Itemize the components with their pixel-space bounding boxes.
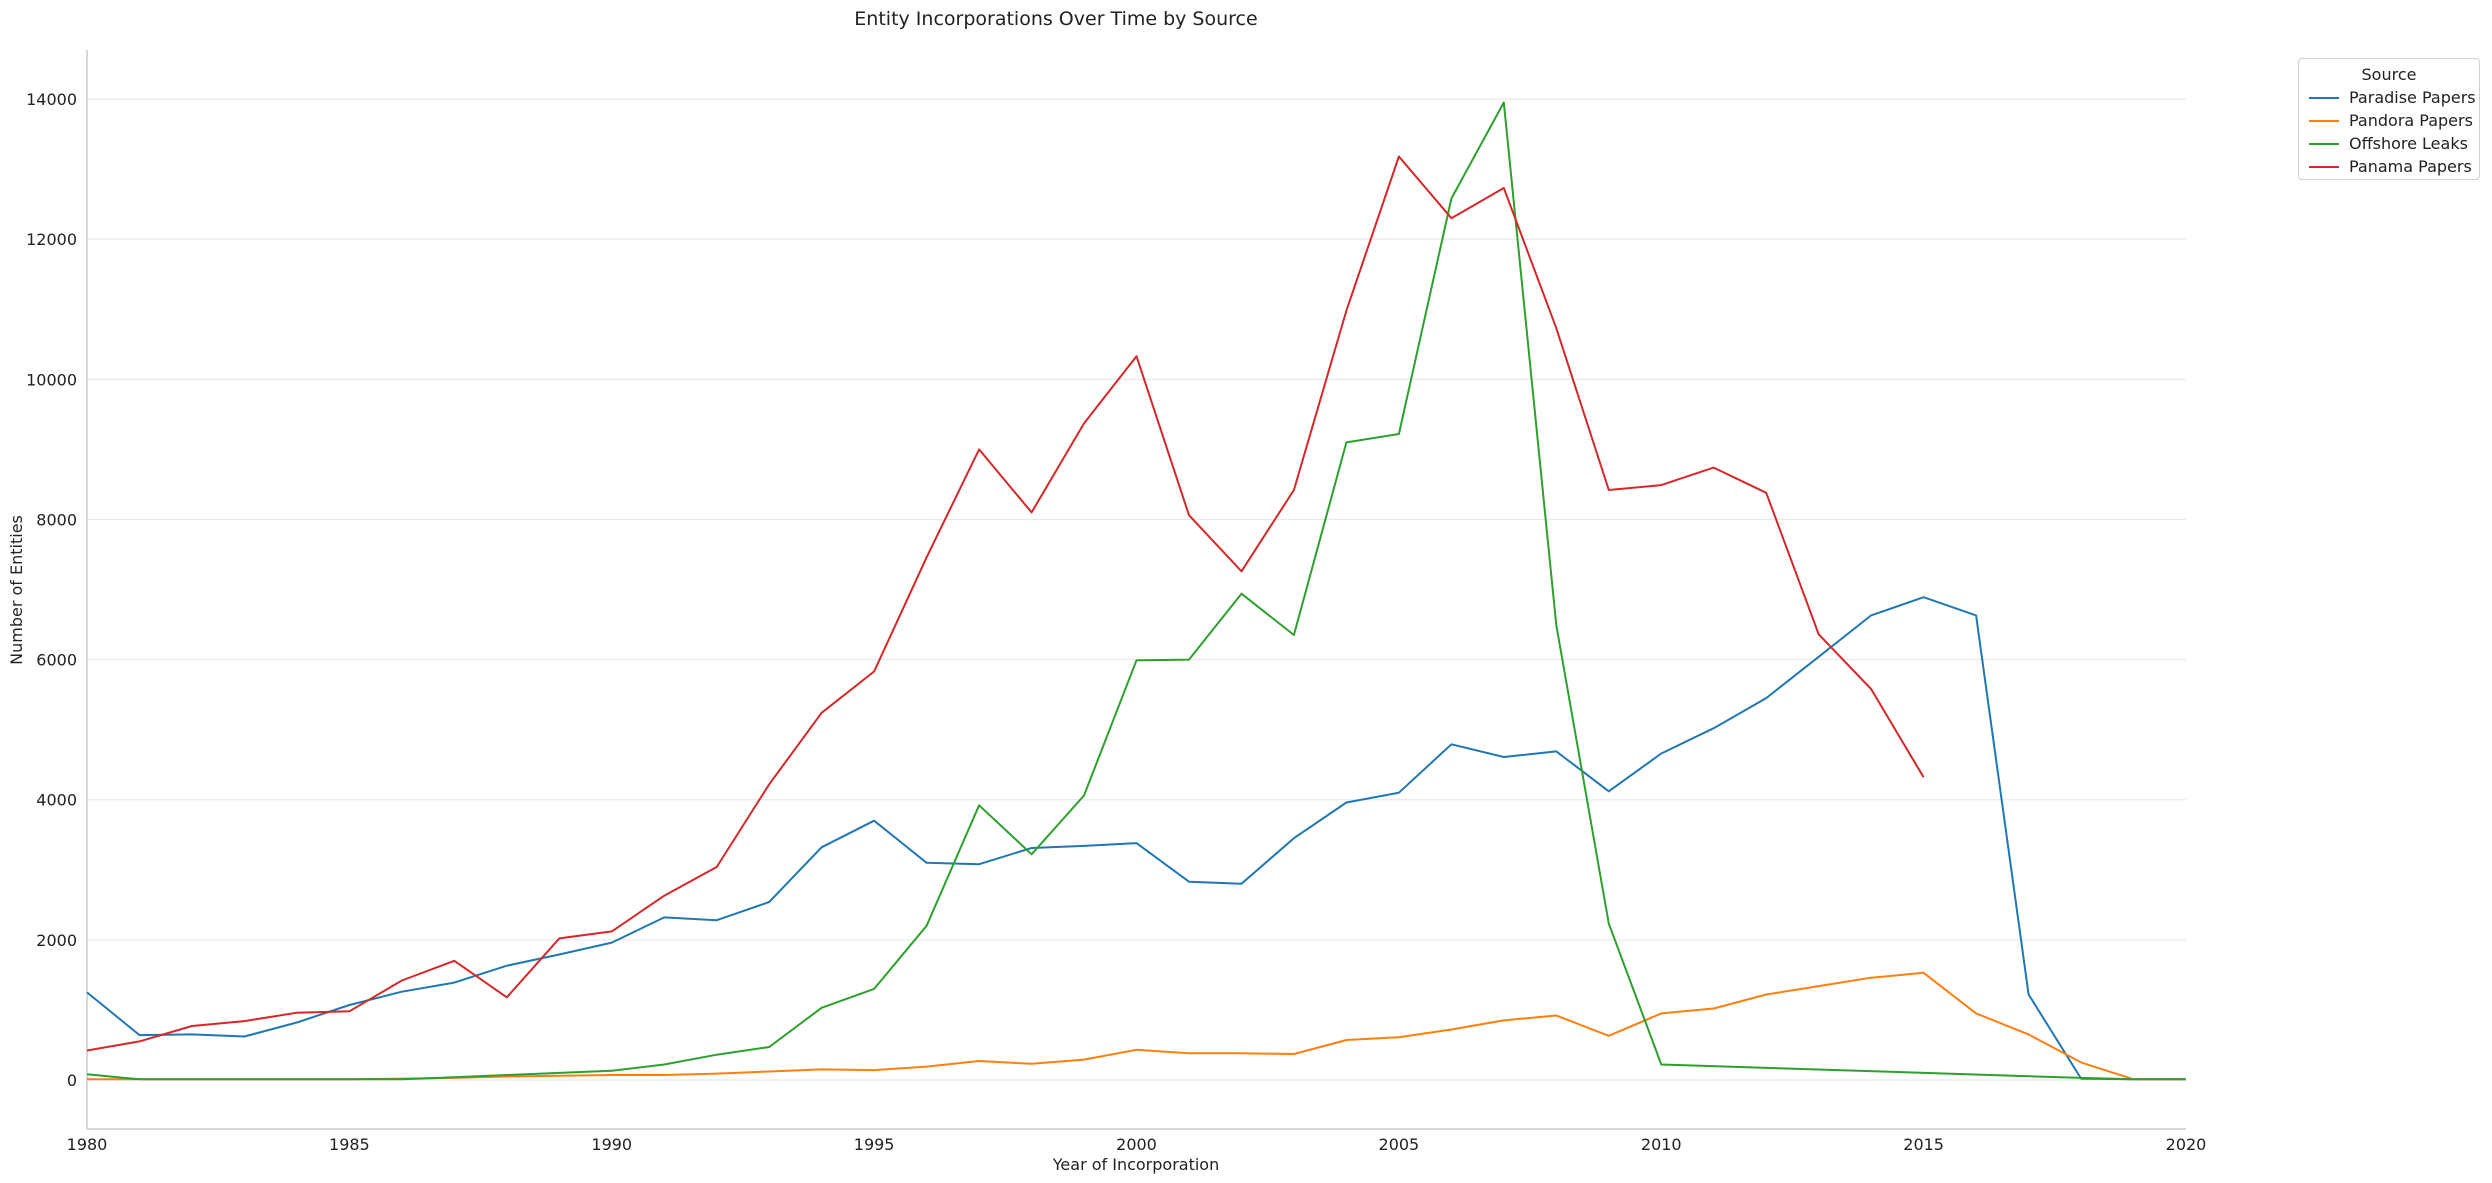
x-tick-label: 1985 <box>329 1135 370 1154</box>
x-tick-label: 1990 <box>591 1135 632 1154</box>
x-tick-label: 2015 <box>1903 1135 1944 1154</box>
x-tick-label: 1995 <box>854 1135 895 1154</box>
legend-item-pandora-papers: Pandora Papers <box>2309 110 2479 132</box>
x-tick-label: 1980 <box>67 1135 108 1154</box>
y-tick-label: 6000 <box>36 651 77 670</box>
series-line-panama-papers <box>86 155 1925 1052</box>
y-tick-label: 12000 <box>26 230 77 249</box>
series-lines <box>86 101 2186 1081</box>
legend-title: Source <box>2361 65 2417 84</box>
legend-label: Pandora Papers <box>2349 111 2473 130</box>
legend-swatch <box>2309 166 2339 168</box>
y-tick-label: 0 <box>67 1071 77 1090</box>
x-tick-label: 2000 <box>1116 1135 1157 1154</box>
legend-label: Panama Papers <box>2349 157 2472 176</box>
x-tick-label: 2010 <box>1641 1135 1682 1154</box>
x-tick-label: 2005 <box>1379 1135 1420 1154</box>
y-tick-label: 14000 <box>26 90 77 109</box>
legend-label: Offshore Leaks <box>2349 134 2468 153</box>
chart-title: Entity Incorporations Over Time by Sourc… <box>854 8 1257 30</box>
series-line-paradise-papers <box>86 596 2186 1081</box>
legend-item-panama-papers: Panama Papers <box>2309 156 2479 178</box>
y-tick-label: 10000 <box>26 370 77 389</box>
y-tick-label: 8000 <box>36 510 77 529</box>
grid-lines <box>87 98 2186 1081</box>
x-tick-label: 2020 <box>2166 1135 2207 1154</box>
y-tick-labels: 0 2000 4000 6000 8000 10000 12000 14000 <box>26 90 77 1090</box>
legend-swatch <box>2309 97 2339 99</box>
legend-swatch <box>2309 120 2339 122</box>
legend-label: Paradise Papers <box>2349 88 2476 107</box>
y-tick-label: 2000 <box>36 931 77 950</box>
series-line-pandora-papers <box>87 971 2186 1081</box>
y-axis-label: Number of Entities <box>7 515 26 665</box>
series-line-offshore-leaks <box>86 101 2186 1081</box>
legend-swatch <box>2309 143 2339 145</box>
x-axis-label: Year of Incorporation <box>1052 1155 1219 1174</box>
legend-item-offshore-leaks: Offshore Leaks <box>2309 133 2479 155</box>
legend: Source Paradise Papers Pandora Papers Of… <box>2298 58 2480 180</box>
y-tick-label: 4000 <box>36 791 77 810</box>
x-tick-labels: 1980 1985 1990 1995 2000 2005 2010 2015 2020 <box>67 1135 2207 1154</box>
legend-item-paradise-papers: Paradise Papers <box>2309 87 2479 109</box>
